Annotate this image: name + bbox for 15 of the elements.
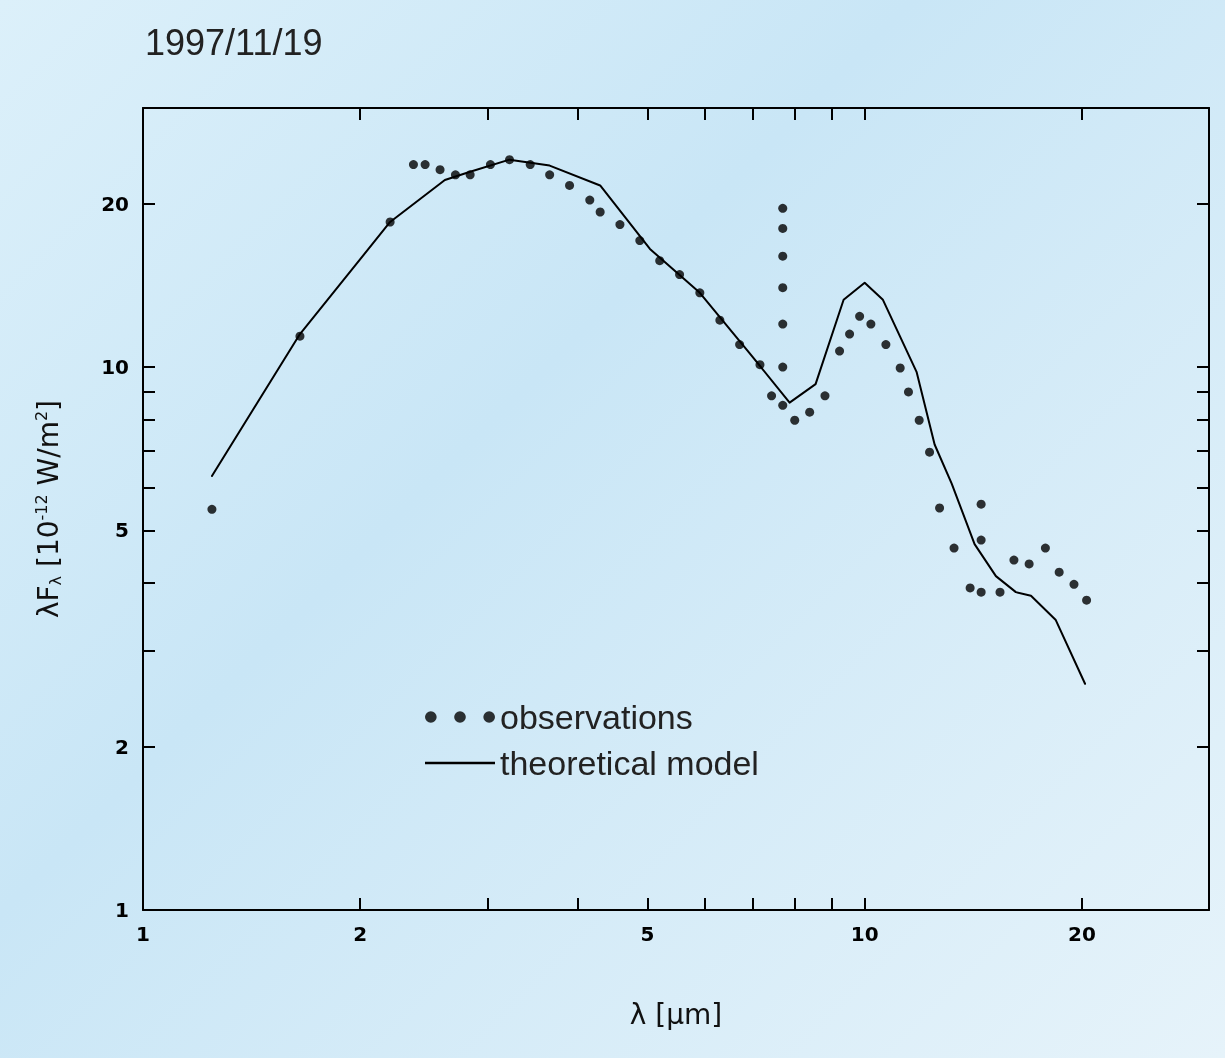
legend-label: observations (500, 698, 693, 736)
chart-title: 1997/11/19 (145, 22, 323, 64)
y-axis-title: λFλ [10-12 W/m2] (31, 399, 65, 619)
x-axis-title: λ [μm] (629, 997, 723, 1031)
legend-label: theoretical model (500, 744, 759, 782)
y-tick-label: 5 (115, 518, 129, 543)
y-tick-label: 20 (101, 191, 129, 216)
x-tick-label: 5 (640, 922, 655, 946)
y-tick-label: 1 (115, 898, 129, 922)
x-tick-label: 2 (353, 922, 368, 946)
x-tick-label: 1 (136, 922, 150, 946)
y-tick-label: 10 (101, 355, 129, 380)
y-tick-label: 2 (115, 734, 129, 759)
x-tick-label: 10 (850, 922, 879, 946)
x-tick-label: 20 (1068, 922, 1096, 946)
